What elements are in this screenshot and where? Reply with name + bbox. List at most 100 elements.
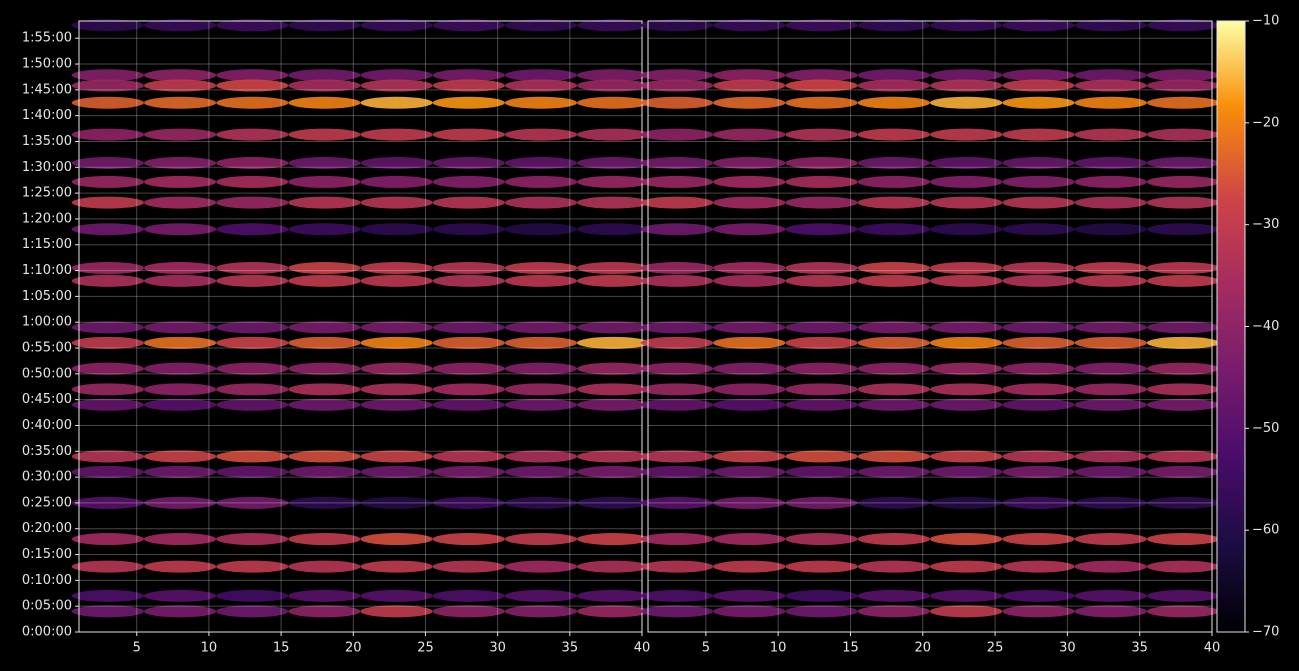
heat-cell (713, 362, 786, 375)
y-tick-label: 1:20:00 (22, 211, 72, 226)
heat-cell (288, 362, 361, 375)
heat-cell (857, 156, 930, 169)
heat-cell (1146, 128, 1220, 141)
heat-cell (1146, 261, 1220, 274)
heat-cell (504, 589, 578, 602)
heat-cell (432, 383, 505, 396)
heat-cell (1002, 19, 1075, 32)
heat-cell (1002, 69, 1075, 82)
heat-cell (360, 336, 433, 349)
heat-cell (432, 496, 505, 509)
heat-cell (288, 496, 361, 509)
heat-cell (640, 450, 714, 463)
heat-cell (288, 261, 361, 274)
heat-cell (71, 156, 144, 169)
heat-cell (577, 560, 650, 573)
heat-cell (71, 196, 144, 209)
heat-cell (288, 19, 361, 32)
heat-cell (216, 605, 289, 618)
heat-cell (577, 496, 650, 509)
y-tick-label: 1:10:00 (22, 263, 72, 278)
heat-cell (930, 336, 1003, 349)
heat-cell (360, 175, 433, 188)
heat-cell (504, 605, 578, 618)
heat-cell (713, 560, 786, 573)
y-tick-label: 1:00:00 (22, 315, 72, 330)
heat-cell (360, 79, 433, 92)
heat-cell (504, 96, 578, 109)
heat-cell (1146, 383, 1220, 396)
heat-cell (930, 196, 1003, 209)
heat-cell (857, 560, 930, 573)
heat-cell (432, 223, 505, 236)
heat-cell (1146, 223, 1220, 236)
heat-cell (857, 69, 930, 82)
heat-cell (1074, 336, 1147, 349)
heat-cell (216, 19, 289, 32)
heat-cell (71, 321, 144, 334)
heat-cell (504, 19, 578, 32)
heat-cell (1146, 605, 1220, 618)
heat-cell (71, 383, 144, 396)
heat-cell (577, 589, 650, 602)
y-tick-label: 1:40:00 (22, 108, 72, 123)
heat-cell (857, 383, 930, 396)
y-tick-label: 0:35:00 (22, 444, 72, 459)
heat-cell (713, 589, 786, 602)
heat-cell (1074, 19, 1147, 32)
heat-cell (713, 196, 786, 209)
heat-cell (71, 261, 144, 274)
heat-cell (785, 605, 858, 618)
heat-cell (143, 605, 217, 618)
heat-cell (1146, 274, 1220, 287)
heat-cell (577, 450, 650, 463)
heat-cell (857, 261, 930, 274)
heat-cell (713, 128, 786, 141)
heat-cell (1074, 533, 1147, 546)
heat-cell (216, 450, 289, 463)
y-tick-label: 1:05:00 (22, 289, 72, 304)
y-tick-label: 0:30:00 (22, 470, 72, 485)
heat-cell (1002, 465, 1075, 478)
heat-cell (1074, 605, 1147, 618)
heat-cell (432, 96, 505, 109)
heat-cell (288, 128, 361, 141)
heat-cell (288, 383, 361, 396)
heat-cell (1074, 589, 1147, 602)
heat-cell (577, 321, 650, 334)
x-tick-label: 40 (634, 641, 651, 656)
heat-cell (930, 321, 1003, 334)
heat-cell (577, 79, 650, 92)
heat-cell (1146, 362, 1220, 375)
heat-cell (143, 336, 217, 349)
heat-cell (288, 336, 361, 349)
heat-cell (216, 261, 289, 274)
heat-cell (432, 79, 505, 92)
heat-cell (640, 589, 714, 602)
heat-cell (785, 196, 858, 209)
heat-cell (785, 336, 858, 349)
heat-cell (216, 496, 289, 509)
heat-cell (713, 533, 786, 546)
heat-cell (504, 336, 578, 349)
heat-cell (930, 79, 1003, 92)
heat-cell (432, 450, 505, 463)
colorbar-tick-label: −70 (1252, 625, 1279, 640)
colorbar-tick-label: −50 (1252, 421, 1279, 436)
heat-cell (1002, 79, 1075, 92)
heat-cell (71, 223, 144, 236)
heat-cell (216, 362, 289, 375)
heat-cell (930, 605, 1003, 618)
heat-cell (930, 533, 1003, 546)
heat-cell (432, 321, 505, 334)
heat-cell (216, 196, 289, 209)
heat-cell (577, 383, 650, 396)
heat-cell (1074, 465, 1147, 478)
heat-cell (1146, 465, 1220, 478)
heat-cell (216, 336, 289, 349)
heat-cell (640, 496, 714, 509)
heat-cell (785, 96, 858, 109)
heat-cell (288, 175, 361, 188)
heat-cell (640, 274, 714, 287)
heat-cell (785, 496, 858, 509)
